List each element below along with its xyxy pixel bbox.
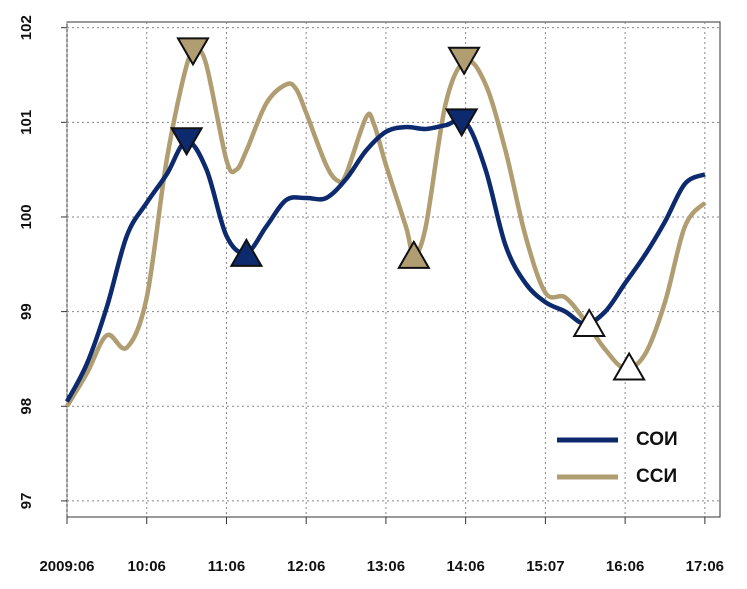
turning-point-marker — [169, 127, 204, 157]
x-tick-label: 15:07 — [526, 558, 564, 575]
y-tick-label: 98 — [18, 398, 35, 415]
x-tick-label: 11:06 — [208, 558, 246, 575]
y-tick-label: 99 — [18, 303, 35, 320]
x-tick-label: 12:06 — [287, 558, 325, 575]
turning-point-marker — [444, 108, 479, 138]
series-line — [65, 48, 707, 408]
x-tick-label: 13:06 — [367, 558, 405, 575]
y-tick-label: 102 — [18, 15, 35, 40]
turning-point-marker — [176, 37, 210, 67]
y-tick-label: 101 — [18, 110, 35, 135]
turning-point-marker — [612, 351, 646, 381]
turning-point-marker — [229, 237, 264, 267]
y-tick-label: 100 — [18, 204, 35, 229]
turning-point-marker — [447, 46, 481, 76]
plot-frame — [66, 21, 721, 518]
x-tick-label: 17:06 — [686, 558, 724, 575]
x-tick-label: 2009:06 — [39, 558, 94, 575]
legend-label: СОИ — [636, 429, 678, 450]
x-tick-label: 16:06 — [606, 558, 644, 575]
series-line — [65, 117, 706, 403]
turning-point-marker — [397, 239, 431, 269]
legend-label: ССИ — [636, 466, 677, 487]
x-tick-label: 14:06 — [446, 558, 484, 575]
y-tick-label: 97 — [18, 493, 35, 510]
turning-point-marker — [572, 307, 606, 337]
x-tick-label: 10:06 — [128, 558, 166, 575]
